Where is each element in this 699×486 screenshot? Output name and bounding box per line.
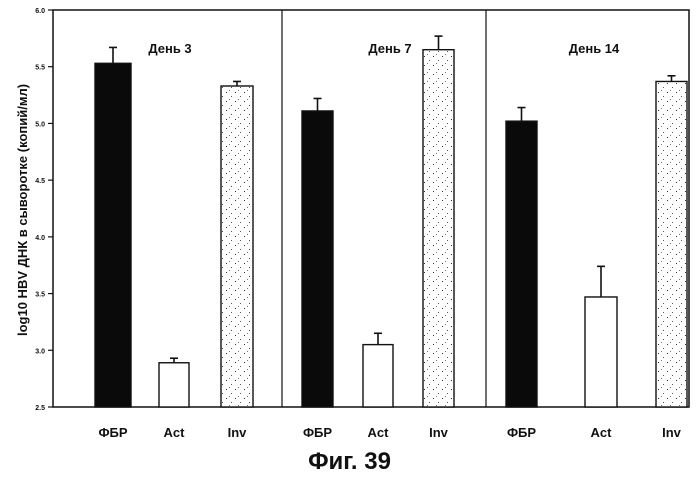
y-axis: 2.5 3.0 3.5 4.0 4.5 5.0 5.5 6.0 [35, 8, 53, 412]
y-tick-label: 6.0 [35, 8, 45, 15]
x-tick-label: Act [591, 425, 613, 440]
y-tick-label: 2.5 [35, 405, 45, 412]
x-tick-label: ФБР [98, 425, 127, 440]
x-tick-label: Act [368, 425, 390, 440]
x-tick-label: Inv [662, 425, 682, 440]
bar [95, 63, 131, 407]
bar [363, 345, 393, 407]
y-tick-label: 4.0 [35, 235, 45, 242]
y-tick-label: 5.5 [35, 65, 45, 72]
y-tick-label: 3.5 [35, 292, 45, 299]
x-tick-label: ФБР [303, 425, 332, 440]
x-tick-label: Act [164, 425, 186, 440]
x-tick-label: Inv [228, 425, 248, 440]
panel-title: День 7 [368, 41, 411, 56]
x-tick-label: Inv [429, 425, 449, 440]
y-tick-label: 5.0 [35, 121, 45, 128]
panel-titles: День 3 День 7 День 14 [148, 41, 620, 56]
bars [95, 50, 687, 407]
bar [159, 363, 189, 407]
y-axis-label: log10 HBV ДНК в сыворотке (копий/мл) [15, 84, 30, 336]
bar [656, 81, 687, 407]
figure-caption: Фиг. 39 [0, 448, 699, 476]
panel-title: День 3 [148, 41, 191, 56]
x-axis-labels: ФБР Act Inv ФБР Act Inv ФБР Act Inv [98, 425, 681, 440]
y-tick-label: 4.5 [35, 178, 45, 185]
bar [585, 297, 617, 407]
bar [221, 86, 253, 407]
bar [423, 50, 454, 407]
x-tick-label: ФБР [507, 425, 536, 440]
bar [506, 121, 537, 407]
bar [302, 111, 333, 407]
y-tick-label: 3.0 [35, 348, 45, 355]
panel-title: День 14 [569, 41, 620, 56]
